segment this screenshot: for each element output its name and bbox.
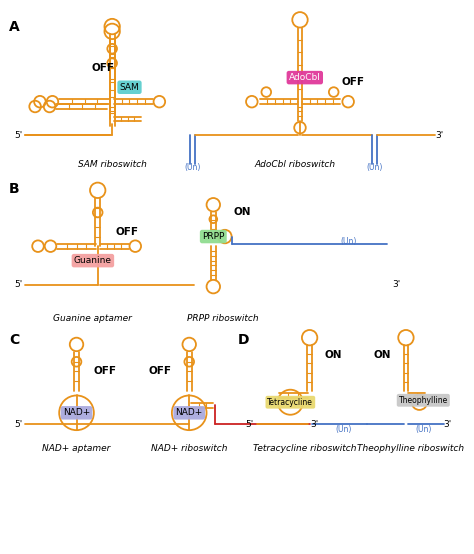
Text: ON: ON <box>234 207 251 218</box>
Text: Tetracycline: Tetracycline <box>267 398 313 407</box>
Text: Theophylline: Theophylline <box>399 396 448 405</box>
Text: D: D <box>237 333 249 347</box>
Text: SAM riboswitch: SAM riboswitch <box>78 160 146 169</box>
Text: 3': 3' <box>310 420 319 429</box>
Text: 5': 5' <box>15 420 23 429</box>
Text: OFF: OFF <box>149 366 172 376</box>
Text: Tetracycline riboswitch: Tetracycline riboswitch <box>253 444 356 453</box>
Text: 3': 3' <box>392 280 401 289</box>
Text: C: C <box>9 333 19 347</box>
Text: OFF: OFF <box>341 78 365 88</box>
Text: OFF: OFF <box>94 366 117 376</box>
Text: AdoCbl riboswitch: AdoCbl riboswitch <box>255 160 336 169</box>
Text: (Un): (Un) <box>184 163 201 172</box>
Text: Theophylline riboswitch: Theophylline riboswitch <box>357 444 465 453</box>
Text: 5': 5' <box>15 280 23 289</box>
Text: ON: ON <box>373 350 391 360</box>
Text: (Un): (Un) <box>340 237 356 246</box>
Text: OFF: OFF <box>115 227 138 237</box>
Text: B: B <box>9 182 20 196</box>
Text: PRPP: PRPP <box>202 232 225 241</box>
Text: OFF: OFF <box>91 63 114 73</box>
Text: PRPP riboswitch: PRPP riboswitch <box>187 314 259 323</box>
Text: (Un): (Un) <box>366 163 383 172</box>
Text: SAM: SAM <box>119 83 139 92</box>
Text: A: A <box>9 20 20 34</box>
Text: 3': 3' <box>443 420 452 429</box>
Text: Guanine: Guanine <box>74 256 112 265</box>
Text: 3': 3' <box>436 131 444 140</box>
Text: NAD+: NAD+ <box>175 408 203 417</box>
Text: 5': 5' <box>246 420 254 429</box>
Text: (Un): (Un) <box>415 425 431 434</box>
Text: ON: ON <box>325 350 342 360</box>
Text: Guanine aptamer: Guanine aptamer <box>54 314 132 323</box>
Text: NAD+ riboswitch: NAD+ riboswitch <box>151 444 228 453</box>
Text: (Un): (Un) <box>335 425 352 434</box>
Text: NAD+ aptamer: NAD+ aptamer <box>42 444 111 453</box>
Text: 5': 5' <box>15 131 23 140</box>
Text: AdoCbl: AdoCbl <box>289 73 321 82</box>
Text: NAD+: NAD+ <box>63 408 90 417</box>
